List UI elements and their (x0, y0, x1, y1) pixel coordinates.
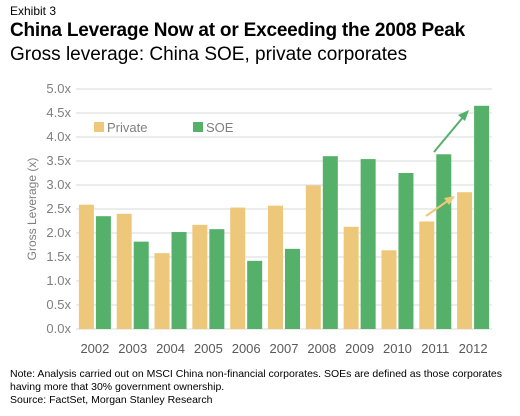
y-tick-label: 0.5x (46, 297, 71, 312)
trend-arrow-private-head (444, 196, 455, 205)
y-tick-label: 4.5x (46, 105, 71, 120)
bar-private (230, 207, 246, 329)
exhibit-label: Exhibit 3 (10, 4, 57, 18)
legend: Private SOE (94, 120, 234, 135)
x-tick-label: 2005 (194, 341, 223, 356)
y-tick-label: 1.0x (46, 273, 71, 288)
legend-swatch-private (94, 122, 104, 132)
bar-soe (247, 260, 263, 329)
bar-soe (398, 173, 414, 329)
bar-soe (360, 159, 376, 329)
bar-private (343, 226, 359, 329)
x-tick-label: 2004 (156, 341, 185, 356)
x-axis-labels: 2002 2003 2004 2005 2006 2007 2008 2009 2010 2011… (80, 341, 487, 356)
x-tick-label: 2002 (80, 341, 109, 356)
chart-note: Note: Analysis carried out on MSCI China… (10, 368, 503, 393)
bar-private (419, 221, 435, 329)
bar-soe (436, 154, 452, 329)
y-tick-label: 3.5x (46, 153, 71, 168)
y-tick-label: 2.0x (46, 225, 71, 240)
chart-subtitle: Gross leverage: China SOE, private corpo… (10, 44, 408, 65)
bar-soe (209, 229, 225, 329)
bar-private (381, 250, 397, 329)
bar-private (305, 185, 321, 329)
bar-private (268, 205, 283, 329)
x-tick-label: 2012 (459, 341, 488, 356)
y-tick-label: 2.5x (46, 201, 71, 216)
y-tick-label: 3.0x (46, 177, 71, 192)
bar-private (154, 253, 170, 329)
legend-label-soe: SOE (206, 120, 234, 135)
bar-private (78, 204, 94, 329)
x-tick-label: 2008 (307, 341, 336, 356)
bar-soe (171, 232, 187, 329)
trend-arrow-soe (433, 115, 465, 153)
x-tick-label: 2007 (270, 341, 299, 356)
y-tick-label: 5.0x (46, 81, 71, 96)
chart-source: Source: FactSet, Morgan Stanley Research (10, 394, 213, 406)
bar-private (116, 213, 132, 329)
x-tick-label: 2010 (383, 341, 412, 356)
legend-swatch-soe (193, 122, 203, 132)
y-tick-label: 0.0x (46, 321, 71, 336)
bar-soe (95, 216, 111, 329)
y-tick-label: 1.5x (46, 249, 71, 264)
bar-private (457, 192, 473, 329)
x-tick-label: 2011 (421, 341, 449, 356)
bar-private (192, 224, 208, 329)
x-tick-label: 2003 (118, 341, 147, 356)
y-tick-label: 4.0x (46, 129, 71, 144)
trend-arrow-private (425, 199, 450, 217)
legend-label-private: Private (107, 120, 147, 135)
chart-title: China Leverage Now at or Exceeding the 2… (10, 20, 466, 41)
bar-soe (133, 241, 149, 329)
bar-soe (285, 248, 300, 329)
bar-soe (474, 105, 490, 329)
y-axis-label: Gross Leverage (x) (25, 158, 39, 261)
trend-arrow-soe-head (458, 110, 469, 121)
x-tick-label: 2006 (232, 341, 261, 356)
bars (78, 105, 490, 329)
x-tick-label: 2009 (345, 341, 374, 356)
trend-arrows (425, 110, 469, 217)
y-axis-ticks: 0.0x 0.5x 1.0x 1.5x 2.0x 2.5x 3.0x 3.5x 4.0x 4.5x… (46, 81, 71, 336)
bar-soe (322, 156, 338, 329)
